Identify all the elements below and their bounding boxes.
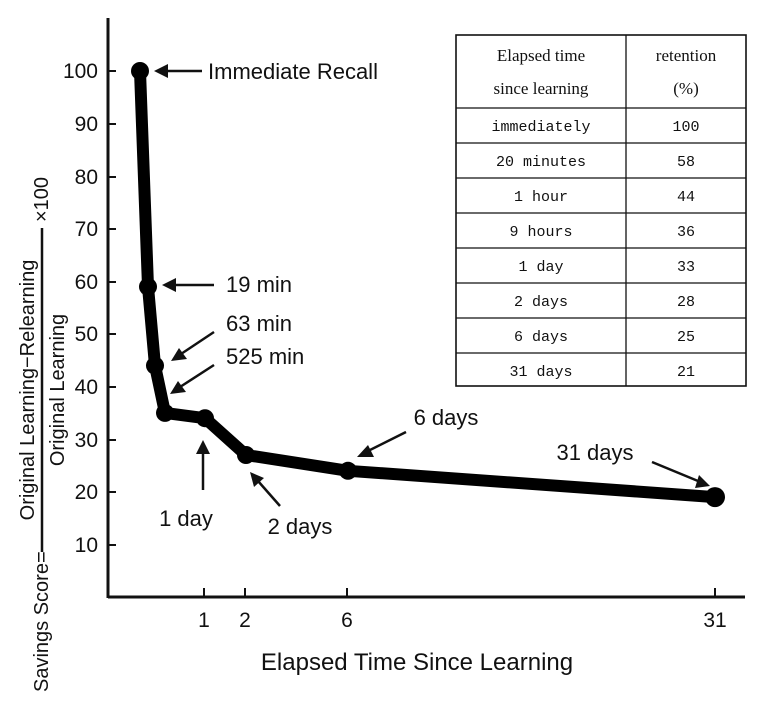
svg-text:31 days: 31 days (556, 440, 633, 465)
svg-text:6 days: 6 days (414, 405, 479, 430)
svg-text:40: 40 (75, 376, 98, 399)
annotation-1-day: 1 day (159, 440, 213, 531)
data-point-immediate-recall (131, 62, 149, 80)
table-border (455, 34, 747, 387)
data-point-2-days (237, 446, 255, 464)
svg-text:31: 31 (703, 609, 726, 632)
svg-text:19 min: 19 min (226, 272, 292, 297)
svg-text:80: 80 (75, 166, 98, 189)
y-tick-60: 60 (75, 271, 116, 294)
table-cell-retention: 58 (677, 154, 695, 171)
x-tick-31: 31 (703, 588, 727, 632)
table-cell-retention: 33 (677, 259, 695, 276)
data-point-31-days (705, 487, 725, 508)
svg-text:90: 90 (75, 113, 98, 136)
svg-text:1 day: 1 day (159, 506, 213, 531)
y-tick-40: 40 (75, 376, 116, 399)
y-axis-title-suffix: ×100 (31, 177, 53, 222)
table-header-time-line1: Elapsed time (497, 46, 585, 65)
y-tick-30: 30 (75, 429, 116, 452)
x-tick-2: 2 (239, 588, 251, 632)
svg-text:2: 2 (239, 609, 251, 632)
table-header-retention-line2: (%) (673, 79, 698, 98)
table-cell-retention: 25 (677, 329, 695, 346)
y-tick-10: 10 (75, 534, 116, 557)
svg-text:70: 70 (75, 218, 98, 241)
table-cell-time: 1 day (518, 259, 563, 276)
x-tick-6: 6 (341, 588, 353, 632)
table-cell-retention: 21 (677, 364, 695, 381)
svg-text:525 min: 525 min (226, 344, 304, 369)
svg-text:63 min: 63 min (226, 311, 292, 336)
svg-text:Immediate Recall: Immediate Recall (208, 59, 378, 84)
svg-text:1: 1 (198, 609, 210, 632)
table-cell-retention: 36 (677, 224, 695, 241)
y-tick-100: 100 (63, 60, 116, 83)
data-point-19-min (139, 277, 157, 296)
table-cell-time: immediately (491, 119, 590, 136)
svg-text:50: 50 (75, 323, 98, 346)
svg-text:2 days: 2 days (268, 514, 333, 539)
annotation-31-days: 31 days (556, 440, 710, 488)
y-axis-title-numerator: Original Learning−Relearning (17, 260, 39, 521)
y-axis-title: Savings Score= Original Learning−Relearn… (17, 177, 69, 692)
table-header-retention-line1: retention (656, 46, 717, 65)
annotation-19-min: 19 min (162, 272, 292, 297)
table-cell-time: 9 hours (509, 224, 572, 241)
svg-text:20: 20 (75, 481, 98, 504)
svg-text:10: 10 (75, 534, 98, 557)
data-point-1-day (196, 409, 214, 428)
data-point-525-min (156, 403, 174, 422)
annotation-525-min: 525 min (170, 344, 304, 394)
table-cell-time: 20 minutes (496, 154, 586, 171)
y-tick-50: 50 (75, 323, 116, 346)
table-cell-retention: 100 (672, 119, 699, 136)
y-tick-20: 20 (75, 481, 116, 504)
retention-curve-line (134, 65, 721, 504)
y-axis-title-denominator: Original Learning (47, 314, 69, 466)
svg-text:30: 30 (75, 429, 98, 452)
y-tick-70: 70 (75, 218, 116, 241)
data-point-63-min (146, 356, 164, 375)
y-axis-title-prefix: Savings Score= (31, 551, 53, 692)
table-cell-retention: 28 (677, 294, 695, 311)
table-cell-retention: 44 (677, 189, 695, 206)
data-point-6-days (339, 461, 357, 480)
retention-table: Elapsed time since learning retention (%… (455, 34, 747, 387)
svg-text:100: 100 (63, 60, 98, 83)
y-tick-90: 90 (75, 113, 116, 136)
svg-text:60: 60 (75, 271, 98, 294)
table-cell-time: 31 days (509, 364, 572, 381)
annotation-63-min: 63 min (171, 311, 292, 361)
svg-text:6: 6 (341, 609, 353, 632)
annotation-2-days: 2 days (250, 472, 332, 539)
x-axis-title: Elapsed Time Since Learning (261, 649, 573, 676)
annotation-6-days: 6 days (357, 405, 478, 457)
x-tick-1: 1 (198, 588, 210, 632)
annotation-immediate-recall: Immediate Recall (154, 59, 378, 84)
table-cell-time: 1 hour (514, 189, 568, 206)
table-header-time-line2: since learning (494, 79, 589, 98)
table-cell-time: 2 days (514, 294, 568, 311)
table-cell-time: 6 days (514, 329, 568, 346)
y-tick-80: 80 (75, 166, 116, 189)
